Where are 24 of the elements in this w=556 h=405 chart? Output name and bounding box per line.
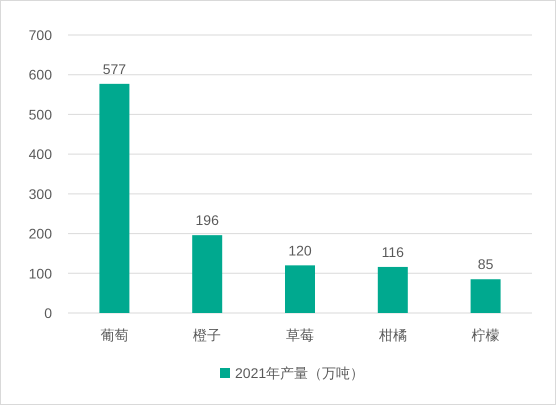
legend-label: 2021年产量（万吨） — [235, 365, 364, 381]
y-tick-label: 500 — [28, 106, 52, 122]
x-tick-label: 草莓 — [286, 327, 314, 343]
y-tick-label: 100 — [28, 265, 52, 282]
x-tick-label: 葡萄 — [100, 327, 128, 343]
bar — [192, 235, 222, 313]
data-label: 577 — [102, 60, 126, 77]
y-tick-label: 300 — [28, 186, 52, 202]
bar — [378, 266, 408, 313]
y-tick-label: 200 — [28, 226, 52, 242]
x-tick-label: 橙子 — [193, 327, 222, 343]
data-label: 120 — [288, 242, 312, 258]
x-tick-label: 柑橘 — [378, 327, 407, 343]
bar — [470, 279, 501, 313]
data-label: 85 — [478, 256, 494, 272]
bar — [99, 84, 130, 313]
bar — [285, 265, 315, 313]
y-tick-label: 400 — [28, 146, 52, 162]
x-tick-label: 柠檬 — [472, 327, 500, 343]
y-tick-label: 600 — [28, 66, 52, 83]
data-label: 196 — [196, 212, 220, 228]
y-tick-label: 0 — [44, 305, 52, 321]
data-label: 116 — [382, 244, 404, 260]
y-tick-label: 700 — [28, 27, 52, 43]
